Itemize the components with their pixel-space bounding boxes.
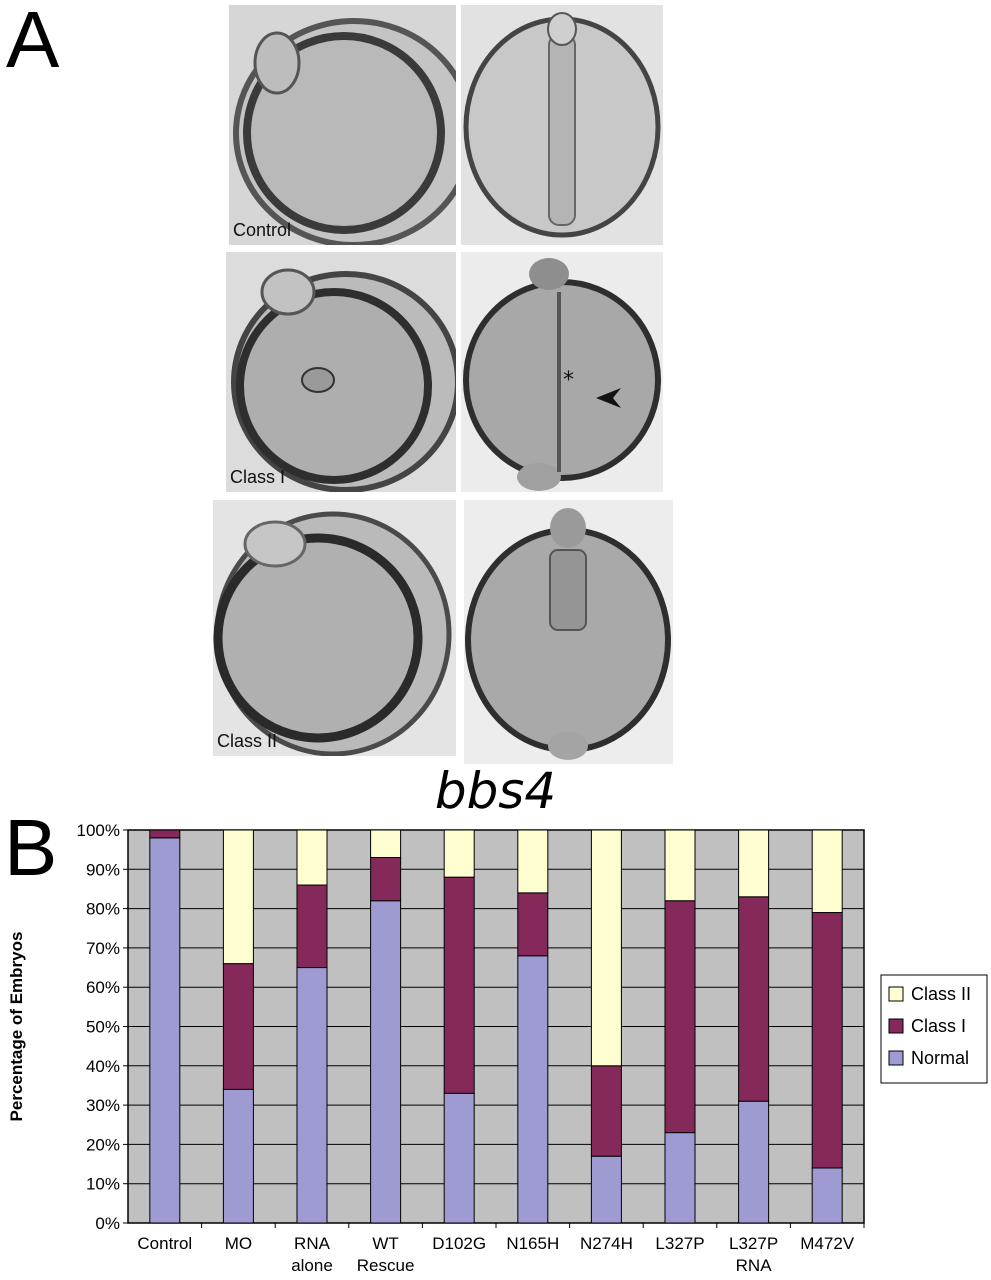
x-tick-label: WT: [372, 1234, 398, 1253]
class-label-control: Control: [233, 220, 292, 240]
bar-segment: [370, 829, 402, 859]
y-tick-label: 50%: [86, 1018, 120, 1037]
bar-segment: [517, 829, 549, 894]
bar-segment: [517, 892, 549, 957]
legend-swatch: [888, 1050, 904, 1066]
y-tick-label: 80%: [86, 900, 120, 919]
x-tick-label: MO: [225, 1234, 252, 1253]
bar-segment: [590, 829, 622, 1067]
bar-segment: [296, 829, 328, 886]
embryo-lateral-drawing: [226, 252, 456, 492]
y-tick-label: 10%: [86, 1175, 120, 1194]
bar-segment: [664, 900, 696, 1134]
legend-swatch: [888, 1018, 904, 1034]
bar-segment: [296, 967, 328, 1224]
embryo-image-control-lateral: Control: [229, 5, 456, 245]
legend-label: Class II: [911, 984, 971, 1004]
bar-segment: [443, 829, 475, 878]
y-tick-label: 20%: [86, 1135, 120, 1154]
embryo-lateral-drawing: [229, 5, 456, 245]
bar-segment: [222, 829, 254, 965]
x-tick-label: L327P: [729, 1234, 778, 1253]
y-tick-label: 0%: [95, 1214, 120, 1233]
y-tick-label: 40%: [86, 1057, 120, 1076]
embryo-image-class-ii-lateral: Class II: [213, 500, 456, 756]
y-tick-label: 100%: [77, 821, 120, 840]
embryo-image-class-i-dorsal: *: [461, 252, 663, 492]
bar-segment: [296, 884, 328, 969]
x-tick-label: N274H: [580, 1234, 633, 1253]
bar-segment: [370, 857, 402, 902]
x-tick-label: RNA: [736, 1256, 773, 1275]
bar-segment: [222, 1088, 254, 1224]
bar-segment: [738, 896, 770, 1102]
x-tick-label: N165H: [506, 1234, 559, 1253]
bar-segment: [443, 876, 475, 1094]
panel-a-letter: A: [6, 0, 60, 84]
legend-label: Class I: [911, 1016, 966, 1036]
embryo-lateral-drawing: [213, 500, 456, 756]
bar-segment: [149, 829, 181, 839]
embryo-image-control-dorsal: [461, 5, 663, 245]
bar-segment: [590, 1065, 622, 1157]
embryo-dorsal-drawing: [464, 500, 673, 764]
class-label-class-i: Class I: [230, 467, 286, 487]
bar-segment: [811, 1167, 843, 1224]
bar-segment: [443, 1092, 475, 1224]
bar-segment: [738, 1100, 770, 1224]
chart-title: bbs4: [434, 762, 557, 820]
y-tick-label: 90%: [86, 860, 120, 879]
x-tick-label: L327P: [655, 1234, 704, 1253]
bar-segment: [811, 912, 843, 1169]
y-axis-label: Percentage of Embryos: [7, 932, 26, 1122]
embryo-image-class-ii-dorsal: [464, 500, 673, 764]
x-tick-label: Rescue: [357, 1256, 415, 1275]
bar-segment: [149, 837, 181, 1224]
arrowhead-marker: [596, 388, 621, 408]
bar-segment: [664, 829, 696, 902]
y-tick-label: 60%: [86, 978, 120, 997]
legend-label: Normal: [911, 1048, 969, 1068]
legend-swatch: [888, 986, 904, 1002]
x-tick-label: RNA: [294, 1234, 331, 1253]
bar-segment: [370, 900, 402, 1224]
bar-segment: [222, 963, 254, 1090]
embryo-dorsal-drawing: [461, 5, 663, 245]
asterisk-marker: *: [563, 368, 574, 393]
bar-segment: [517, 955, 549, 1224]
class-label-class-ii: Class II: [217, 731, 278, 751]
x-tick-label: M472V: [800, 1234, 855, 1253]
x-tick-label: alone: [291, 1256, 333, 1275]
bar-segment: [664, 1132, 696, 1224]
x-tick-label: D102G: [432, 1234, 486, 1253]
y-tick-label: 70%: [86, 939, 120, 958]
y-tick-label: 30%: [86, 1096, 120, 1115]
panel-b-letter: B: [4, 803, 58, 892]
bar-segment: [738, 829, 770, 898]
bar-segment: [811, 829, 843, 914]
x-tick-label: Control: [137, 1234, 192, 1253]
embryo-image-class-i-lateral: Class I: [226, 252, 456, 492]
bar-segment: [590, 1155, 622, 1224]
embryo-dorsal-drawing: *: [461, 252, 663, 492]
